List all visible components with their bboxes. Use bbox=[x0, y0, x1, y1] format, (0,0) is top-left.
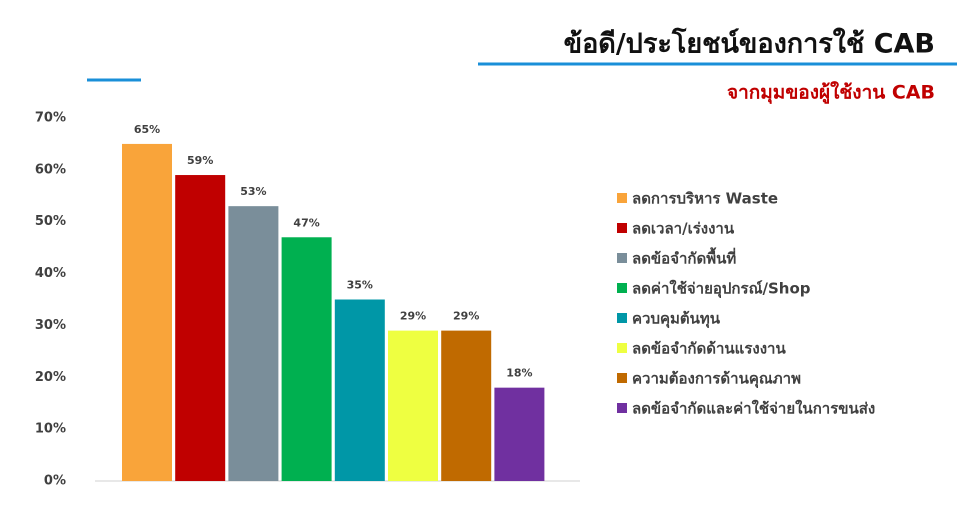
bar bbox=[388, 330, 438, 481]
bar bbox=[494, 387, 545, 481]
legend-label: ความต้องการด้านคุณภาพ bbox=[632, 370, 801, 389]
legend-swatch bbox=[617, 373, 627, 383]
value-label: 65% bbox=[134, 123, 160, 136]
legend-label: ควบคุมต้นทุน bbox=[632, 310, 721, 329]
y-tick-label: 10% bbox=[35, 422, 66, 437]
legend-swatch bbox=[617, 313, 627, 323]
value-label: 29% bbox=[400, 310, 426, 323]
y-tick-label: 50% bbox=[35, 214, 66, 229]
y-tick-label: 0% bbox=[44, 474, 66, 489]
chart-subtitle: จากมุมของผู้ใช้งาน CAB bbox=[727, 81, 935, 105]
legend-swatch bbox=[617, 343, 627, 353]
bar bbox=[228, 206, 279, 481]
legend-label: ลดข้อจำกัดพื้นที่ bbox=[632, 247, 736, 268]
y-tick-label: 30% bbox=[35, 318, 66, 333]
chart-title: ข้อดี/ประโยชน์ของการใช้ CAB bbox=[564, 27, 935, 60]
y-tick-label: 70% bbox=[35, 111, 66, 126]
value-label: 18% bbox=[506, 367, 532, 380]
legend-label: ลดข้อจำกัดและค่าใช้จ่ายในการขนส่ง bbox=[632, 400, 875, 418]
y-tick-label: 40% bbox=[35, 266, 66, 281]
bar bbox=[334, 299, 385, 481]
legend-label: ลดข้อจำกัดด้านแรงงาน bbox=[632, 340, 786, 358]
value-label: 53% bbox=[240, 185, 266, 198]
legend-label: ลดค่าใช้จ่ายอุปกรณ์/Shop bbox=[632, 280, 811, 299]
bar bbox=[441, 330, 492, 481]
legend-label: ลดเวลา/เร่งงาน bbox=[632, 220, 735, 238]
legend-swatch bbox=[617, 253, 627, 263]
value-label: 29% bbox=[453, 310, 479, 323]
value-label: 47% bbox=[293, 216, 319, 229]
bar bbox=[281, 237, 332, 481]
legend-label: ลดการบริหาร Waste bbox=[632, 190, 778, 208]
legend-swatch bbox=[617, 283, 627, 293]
y-tick-label: 60% bbox=[35, 162, 66, 177]
value-label: 35% bbox=[347, 279, 373, 292]
bar bbox=[175, 175, 226, 482]
value-label: 59% bbox=[187, 154, 213, 167]
legend-swatch bbox=[617, 223, 627, 233]
legend-swatch bbox=[617, 403, 627, 413]
legend-swatch bbox=[617, 193, 627, 203]
y-tick-label: 20% bbox=[35, 370, 66, 385]
bar bbox=[122, 143, 172, 481]
